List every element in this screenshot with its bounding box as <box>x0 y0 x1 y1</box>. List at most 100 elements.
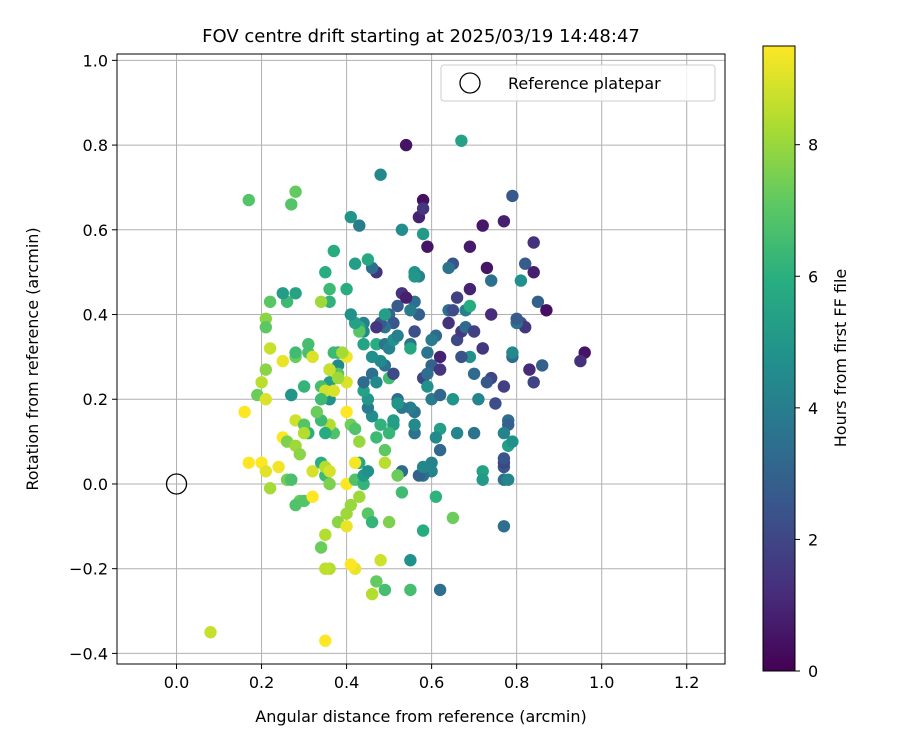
scatter-point <box>416 460 430 474</box>
scatter-point <box>416 227 430 241</box>
scatter-point <box>263 295 277 308</box>
scatter-point <box>446 304 460 317</box>
scatter-point <box>497 380 511 393</box>
scatter-point <box>485 308 498 321</box>
scatter-point <box>285 388 298 402</box>
scatter-point <box>204 626 217 639</box>
y-tick-label: 0.0 <box>83 475 108 494</box>
scatter-point <box>463 240 477 253</box>
scatter-point <box>353 435 366 448</box>
scatter-point <box>387 367 400 380</box>
y-tick-label: 0.2 <box>83 390 108 409</box>
scatter-point <box>391 469 404 482</box>
chart-title: FOV centre drift starting at 2025/03/19 … <box>202 26 640 47</box>
scatter-point <box>391 397 404 410</box>
scatter-point <box>467 426 481 440</box>
colorbar-ticks: 0 2 4 6 8 <box>795 136 818 681</box>
scatter-point <box>433 388 447 402</box>
scatter-point <box>497 452 511 465</box>
scatter-point <box>238 405 251 419</box>
scatter-point <box>421 240 434 253</box>
scatter-point <box>319 528 332 541</box>
scatter-point <box>314 393 328 406</box>
scatter-point <box>340 405 353 419</box>
colorbar-tick-label: 4 <box>808 399 818 418</box>
scatter-point <box>357 338 370 351</box>
scatter-point <box>489 397 502 410</box>
x-axis-ticks: 0.0 0.2 0.4 0.6 0.8 1.0 1.2 <box>164 664 699 692</box>
scatter-point <box>323 477 336 491</box>
scatter-point <box>404 554 417 567</box>
scatter-point <box>348 257 362 270</box>
scatter-point <box>370 376 383 389</box>
scatter-point <box>467 367 481 380</box>
scatter-point <box>353 219 366 232</box>
scatter-point <box>408 325 421 338</box>
scatter-point <box>242 193 255 207</box>
scatter-point <box>391 299 404 313</box>
scatter-point <box>540 304 553 317</box>
scatter-point <box>263 482 277 495</box>
x-tick-label: 0.6 <box>419 673 444 692</box>
scatter-point <box>319 426 332 440</box>
scatter-point <box>344 210 357 224</box>
x-tick-label: 0.0 <box>164 673 189 692</box>
scatter-point <box>476 219 489 232</box>
scatter-point <box>416 193 430 207</box>
scatter-point <box>476 342 489 355</box>
scatter-point <box>510 312 523 325</box>
y-tick-label: −0.2 <box>69 560 108 579</box>
scatter-point <box>323 282 336 296</box>
scatter-point <box>353 490 366 503</box>
scatter-point <box>382 426 396 440</box>
scatter-point <box>442 316 455 330</box>
legend-entry-reference-platepar: Reference platepar <box>508 74 661 93</box>
colorbar-gradient <box>762 45 796 672</box>
scatter-point <box>310 405 323 419</box>
legend-marker-open-circle <box>459 72 481 94</box>
x-axis-label: Angular distance from reference (arcmin) <box>255 707 586 726</box>
colorbar-tick-label: 6 <box>808 267 818 286</box>
scatter-point <box>404 401 417 414</box>
scatter-point <box>378 443 392 457</box>
scatter-point <box>506 346 519 359</box>
scatter-point <box>485 274 498 287</box>
data-points <box>204 134 591 647</box>
y-tick-label: 0.8 <box>83 136 108 155</box>
scatter-point <box>450 291 464 304</box>
scatter-point <box>455 134 468 147</box>
x-tick-label: 0.2 <box>249 673 274 692</box>
scatter-point <box>370 321 383 334</box>
legend-box <box>440 64 716 102</box>
y-tick-label: 0.4 <box>83 306 108 325</box>
scatter-point <box>514 274 528 287</box>
scatter-point <box>327 346 340 359</box>
scatter-point <box>429 431 443 444</box>
scatter-point <box>357 477 370 491</box>
reference-marker-layer <box>165 473 188 495</box>
scatter-point <box>357 376 370 389</box>
scatter-point <box>395 486 409 499</box>
scatter-point <box>344 558 357 571</box>
scatter-point <box>442 261 455 275</box>
scatter-point <box>527 236 540 249</box>
scatter-point <box>421 380 434 393</box>
scatter-point <box>467 325 481 338</box>
scatter-point <box>446 393 460 406</box>
scatter-point <box>297 426 311 440</box>
scatter-point <box>340 282 353 296</box>
x-tick-label: 1.2 <box>674 673 699 692</box>
scatter-point <box>259 393 272 406</box>
scatter-point <box>293 448 306 461</box>
scatter-point <box>421 346 434 359</box>
colorbar-tick-label: 8 <box>808 136 818 155</box>
scatter-point <box>361 465 375 478</box>
scatter-point <box>319 266 332 279</box>
scatter-point <box>327 384 340 397</box>
scatter-point <box>361 401 375 414</box>
scatter-point <box>425 333 438 347</box>
scatter-point <box>395 223 409 236</box>
scatter-point <box>391 329 404 342</box>
scatter-point <box>289 346 302 359</box>
